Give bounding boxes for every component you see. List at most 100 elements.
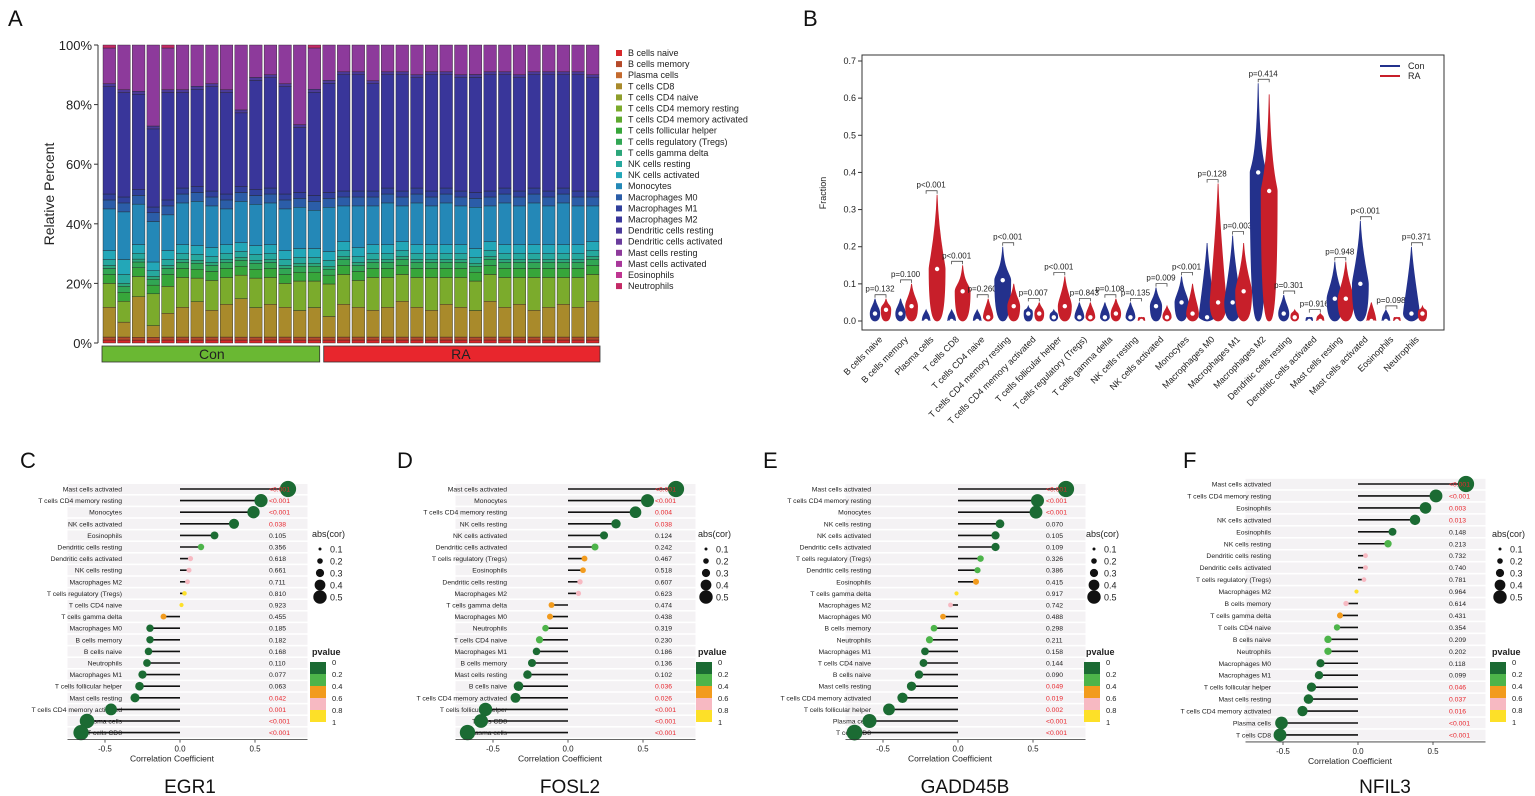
bar-segment [249,44,263,78]
legend-entry: T cells CD4 memory activated [628,115,748,125]
lollipop-dot [580,567,586,574]
row-label: NK cells activated [817,533,871,540]
pvalue-legend-label: 0 [1512,658,1516,667]
row-band [845,692,1086,703]
p-value: 0.158 [1046,649,1063,656]
violin-con-median [1051,315,1057,320]
x-axis-label: Correlation Coefficient [130,754,215,764]
violin-con-median [1409,311,1414,316]
bar-segment [527,336,541,341]
bar-segment [410,44,424,75]
lollipop-dot [954,591,959,596]
violin-con-median [1383,318,1389,324]
bar-segment [425,74,439,192]
legend-swatch [616,72,622,79]
size-legend-dot [317,558,323,564]
bar-segment [117,336,131,341]
bar-segment [351,190,365,198]
bar-segment [556,193,570,204]
bar-segment [542,307,556,338]
legend-swatch [616,105,622,112]
violin-con [1174,276,1189,322]
violin-ra-median [909,303,914,309]
row-band [1245,646,1486,657]
bar-segment [351,262,365,266]
bar-segment [498,187,512,195]
bar-segment [542,339,556,344]
bar-segment [219,262,234,269]
pvalue-legend-label: 0.8 [1106,706,1116,715]
bar-segment [468,266,483,273]
lollipop-dot [1324,635,1332,644]
row-label: NK cells resting [1224,541,1271,548]
bar-segment [527,262,541,269]
bar-segment [322,198,336,208]
row-label: B cells naive [833,672,871,679]
bar-segment [351,205,365,248]
bar-segment [293,339,307,344]
legend-swatch [616,149,622,156]
bar-segment [410,253,424,260]
row-label: Dendritic cells resting [806,568,871,575]
row-band [67,681,308,692]
bar-segment [176,187,190,195]
legend-entry: Mast cells resting [628,248,698,258]
legend-swatch [616,272,622,278]
significance-bracket [1206,179,1219,183]
violin-ra [1366,302,1377,322]
bar-segment [278,339,292,344]
p-value-label: p=0.098 [1376,296,1406,305]
bar-segment [483,259,497,266]
bar-segment [205,271,219,281]
violin-con-median [1153,303,1159,309]
row-label: NK cells activated [453,533,507,540]
legend-entry: T cells follicular helper [628,126,717,136]
p-value: <0.001 [1449,493,1470,500]
bar-segment [410,307,424,338]
violin-ra-median [1011,303,1016,309]
legend-swatch [616,127,622,134]
bar-segment [425,259,439,263]
violin-ra-median [1037,311,1042,316]
bar-segment [468,74,483,78]
lollipop-dot [532,647,541,656]
panel-letter-E: E [763,448,778,473]
bar-segment [439,202,453,245]
bar-segment [468,271,483,282]
size-legend-dot [699,590,713,604]
bar-segment [176,336,190,341]
bar-segment [586,265,600,275]
row-label: Macrophages M1 [454,649,507,656]
bar-segment [337,74,351,192]
size-legend-label: 0.5 [1510,593,1523,603]
size-legend-label: 0.5 [330,593,343,603]
bar-segment [205,247,219,257]
bar-segment [527,339,541,344]
pvalue-legend-label: 0.6 [332,694,342,703]
lollipop-dot [581,555,588,562]
bar-segment [512,262,526,269]
bar-segment [468,257,483,264]
bar-segment [512,339,526,344]
p-value: 0.415 [1046,579,1063,586]
violin-ra [1209,183,1227,322]
bar-segment [219,259,234,263]
significance-bracket [1027,298,1040,302]
bar-segment [410,336,424,341]
row-label: Dendritic cells activated [800,545,872,552]
bar-segment [571,307,585,338]
row-label: Eosinophils [1236,505,1271,512]
pvalue-color-swatch [1084,662,1100,674]
lollipop-dot [862,713,877,729]
row-label: T cells CD4 memory resting [787,498,871,505]
p-value: 0.001 [269,707,286,714]
bar-segment [351,280,365,308]
bar-segment [483,241,497,251]
bar-segment [571,190,585,198]
bar-segment [556,74,570,189]
lollipop-dot [1030,494,1045,508]
pvalue-color-swatch [696,674,712,686]
bar-segment [512,259,526,263]
significance-bracket [1002,242,1015,246]
bar-segment [454,196,468,207]
